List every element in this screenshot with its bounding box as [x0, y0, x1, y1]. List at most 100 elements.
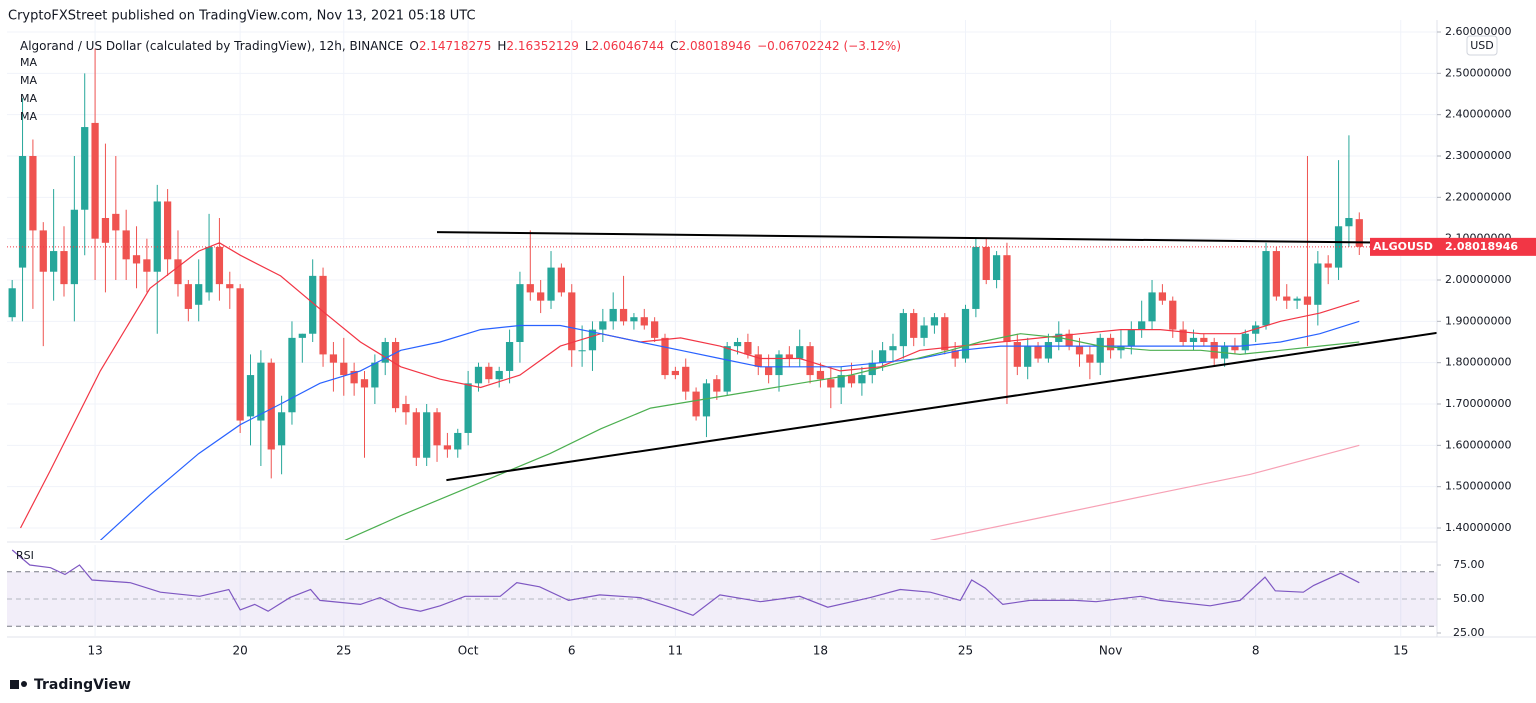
candle-body	[1148, 292, 1156, 322]
symbol-badge-label: ALGOUSD	[1373, 240, 1433, 253]
candle-body	[1138, 321, 1146, 330]
candle-body	[671, 370, 679, 376]
candle-body	[692, 391, 700, 417]
candle-body	[91, 122, 99, 239]
y-tick-label: 25.00	[1453, 626, 1485, 639]
y-tick-label: 2.20000000	[1445, 190, 1511, 203]
ma-label: MA	[20, 56, 37, 69]
rsi-line	[11, 549, 1360, 616]
moving-average	[19, 242, 1360, 529]
ohlc-value: 2.14718275	[419, 39, 492, 53]
x-tick-label: 11	[668, 644, 683, 658]
candle-body	[433, 412, 441, 446]
x-tick-label: 25	[958, 644, 973, 658]
moving-average	[930, 444, 1360, 540]
ohlc-key: H	[497, 39, 506, 53]
candle-body	[257, 362, 265, 421]
candle-body	[70, 209, 78, 285]
candle-body	[754, 354, 762, 367]
candle-body	[340, 362, 348, 376]
x-tick-label: 13	[87, 644, 102, 658]
candle-body	[557, 267, 566, 293]
candle-body	[1086, 354, 1094, 363]
candle-body	[526, 284, 534, 293]
axes: 13 20 25 Oct 6 11 18 25 Nov 8 15 2.60000000 2.500000…	[87, 25, 1536, 658]
candle-body	[806, 346, 814, 376]
candle-body	[246, 375, 255, 417]
brand-name: TradingView	[34, 677, 131, 693]
candle-body	[1044, 342, 1053, 359]
candle-body	[899, 313, 907, 347]
candle-body	[1303, 296, 1312, 305]
candle-body	[1179, 329, 1187, 343]
candle-body	[1096, 337, 1104, 363]
candle-body	[630, 317, 638, 322]
brand-logo	[10, 680, 19, 689]
y-tick-label: 50.00	[1453, 592, 1485, 605]
x-tick-label: 15	[1393, 644, 1408, 658]
candle-body	[775, 354, 783, 376]
candle-body	[402, 404, 410, 413]
candle-body	[215, 246, 224, 285]
candle-body	[537, 292, 545, 301]
candle-body	[951, 350, 959, 359]
candle-body	[609, 308, 617, 322]
candle-body	[50, 251, 58, 272]
candle-body	[298, 333, 306, 338]
y-tick-label: 2.60000000	[1445, 25, 1511, 38]
x-tick-label: 25	[336, 644, 351, 658]
candle-body	[723, 346, 731, 392]
candle-body	[288, 337, 296, 413]
candle-body	[391, 342, 400, 409]
ohlc-value: 2.16352129	[506, 39, 579, 53]
candle-body	[8, 288, 16, 318]
candle-body	[1314, 263, 1322, 305]
candle-body	[371, 362, 379, 388]
candle-body	[992, 255, 1001, 280]
candle-body	[267, 362, 275, 450]
candle-body	[682, 366, 690, 392]
candle-body	[961, 308, 970, 359]
candle-body	[81, 127, 89, 210]
price-pane	[7, 48, 1437, 540]
candle-body	[765, 366, 773, 376]
candle-body	[744, 342, 752, 355]
ohlc-key: O	[409, 39, 418, 53]
candle-body	[982, 246, 990, 280]
y-tick-label: 1.80000000	[1445, 356, 1511, 369]
candle-body	[847, 375, 856, 384]
candle-body	[785, 354, 793, 359]
candle-body	[454, 432, 462, 450]
plot-area	[7, 48, 1437, 627]
candle-body	[1003, 255, 1011, 343]
symbol-title-text: Algorand / US Dollar (calculated by Trad…	[20, 39, 403, 53]
candle-body	[423, 412, 431, 458]
candle-body	[1189, 337, 1198, 343]
candle-body	[547, 267, 555, 301]
candle-body	[889, 346, 897, 351]
price-badge-label: 2.08018946	[1445, 240, 1518, 253]
candle-body	[578, 350, 586, 352]
y-tick-label: 75.00	[1453, 558, 1485, 571]
candle-body	[1034, 346, 1042, 359]
candle-body	[640, 317, 648, 326]
candle-body	[195, 284, 203, 305]
brand: TradingView	[10, 677, 131, 693]
candle-body	[163, 201, 172, 260]
currency-box	[1466, 35, 1498, 56]
moving-average	[344, 333, 1360, 540]
price-badge	[1437, 237, 1536, 256]
candle-body	[184, 284, 192, 309]
candle-body	[1024, 346, 1032, 367]
ohlc-key: C	[670, 39, 678, 53]
candle-body	[18, 155, 27, 268]
candle-body	[360, 379, 369, 388]
candle-body	[1013, 342, 1021, 367]
candle-body	[733, 342, 742, 347]
x-tick-label: 8	[1252, 644, 1260, 658]
candle-body	[1200, 337, 1208, 343]
x-tick-label: 6	[568, 644, 576, 658]
candle-body	[920, 325, 928, 338]
